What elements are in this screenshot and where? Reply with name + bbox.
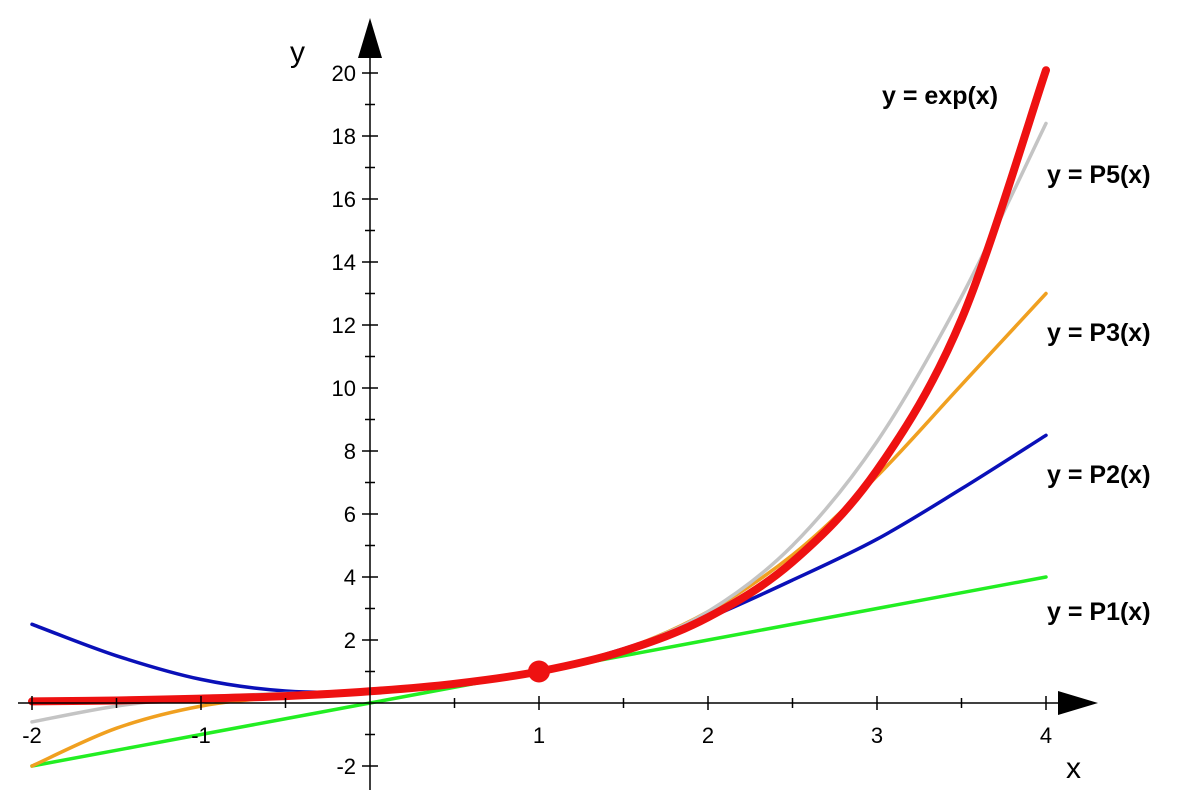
labels-layer: y = exp(x) y = P5(x) y = P3(x) y = P2(x) y =… (882, 82, 1151, 626)
y-tick-label: 12 (332, 313, 356, 338)
x-tick-label: -1 (191, 723, 211, 748)
x-tick-label: 1 (533, 723, 545, 748)
x-tick-label: 3 (871, 723, 883, 748)
y-tick-label: 6 (344, 502, 356, 527)
series-line-y-exp-x (28, 66, 1050, 706)
x-tick-label: 2 (702, 723, 714, 748)
y-tick-label: -2 (336, 754, 356, 779)
series-line-y-p5-x (30, 121, 1048, 724)
y-tick-label: 16 (332, 187, 356, 212)
x-tick-label: -2 (22, 723, 42, 748)
highlight-point (528, 660, 550, 683)
y-tick-label: 18 (332, 124, 356, 149)
y-tick-label: 4 (344, 565, 356, 590)
x-axis-arrow-icon (1058, 691, 1098, 715)
curve-label-y-p2-x: y = P2(x) (1047, 461, 1151, 489)
y-axis-arrow-icon (358, 18, 382, 58)
y-tick-label: 10 (332, 376, 356, 401)
curve-label-y-exp-x: y = exp(x) (882, 82, 998, 110)
y-tick-label: 8 (344, 439, 356, 464)
y-axis-label: y (290, 36, 305, 69)
curve-label-y-p1-x: y = P1(x) (1047, 598, 1151, 626)
y-tick-label: 14 (332, 250, 356, 275)
point-layer (528, 660, 550, 683)
axes-layer: xy (18, 18, 1098, 790)
curve-label-y-p3-x: y = P3(x) (1047, 319, 1151, 347)
x-axis-label: x (1066, 752, 1081, 785)
curve-label-y-p5-x: y = P5(x) (1047, 161, 1151, 189)
y-tick-label: 2 (344, 628, 356, 653)
x-tick-label: 4 (1040, 723, 1052, 748)
y-tick-label: 20 (332, 61, 356, 86)
series-line-y-p2-x (30, 433, 1048, 695)
